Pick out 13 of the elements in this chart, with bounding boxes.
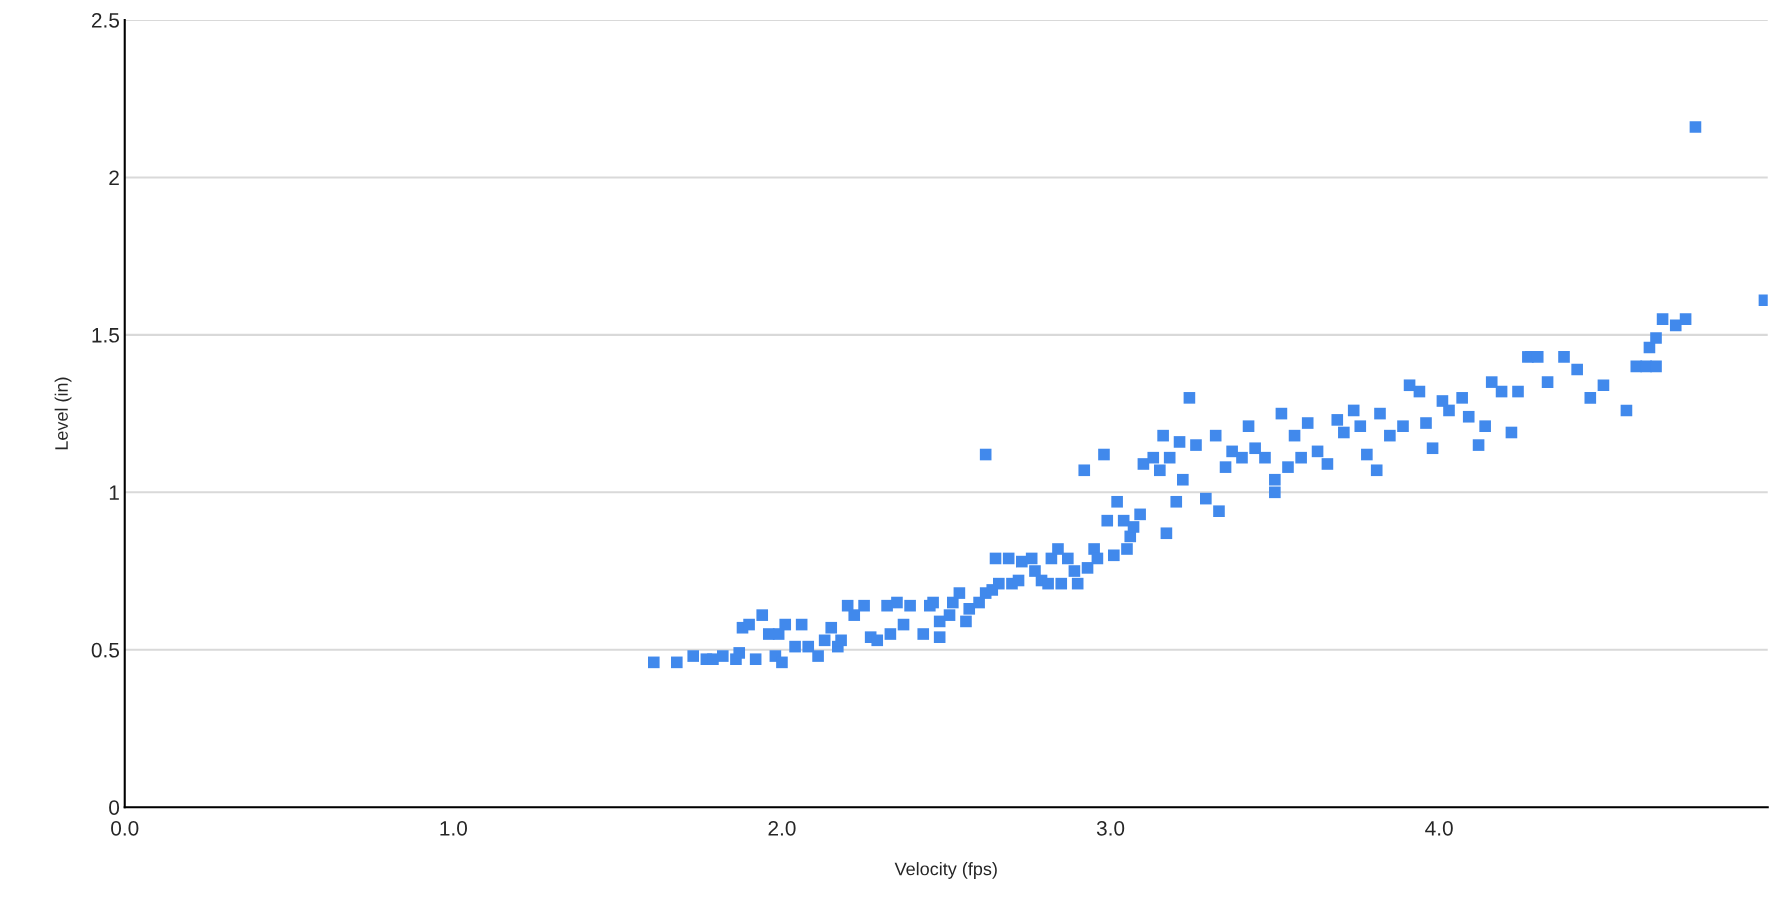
y-tick-label: 1.5 [92, 328, 120, 343]
y-tick-label: 0.5 [91, 642, 120, 658]
x-tick-label: 2.0 [768, 820, 796, 836]
y-tick-label: 0 [109, 800, 120, 815]
x-tick-label: 1.0 [440, 820, 468, 836]
y-tick-label: 1 [109, 485, 119, 500]
x-tick-label: 0.0 [111, 820, 139, 836]
y-tick-label: 2.5 [91, 12, 120, 28]
y-axis-title: Level (in) [54, 377, 72, 450]
x-tick-label: 4.0 [1425, 820, 1453, 836]
x-axis-title: Velocity (fps) [894, 862, 997, 879]
y-tick-label: 2 [109, 170, 119, 185]
x-tick-label: 3.0 [1096, 820, 1125, 836]
